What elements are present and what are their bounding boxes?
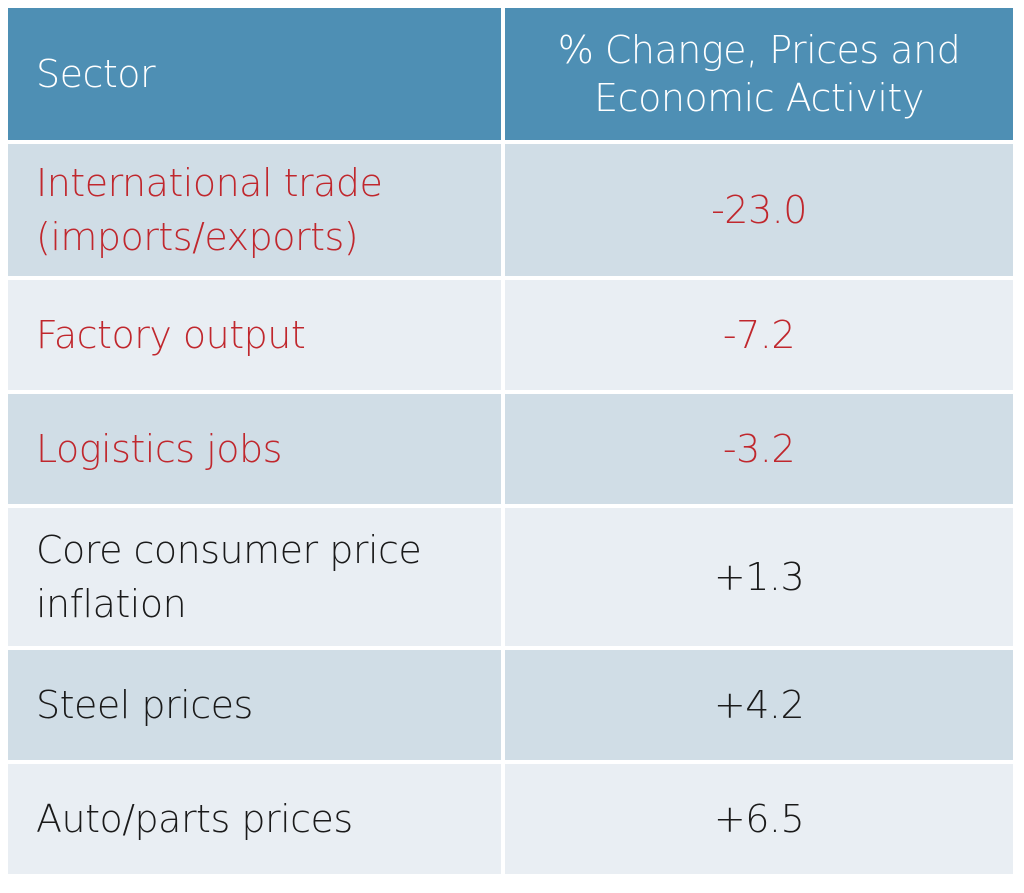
header-percent-change-line2: Economic Activity: [594, 76, 924, 120]
sector-label-line1: Steel prices: [36, 683, 253, 727]
sector-change-table: Sector % Change, Prices and Economic Act…: [4, 4, 1017, 878]
sector-label-line2: inflation: [36, 582, 187, 626]
sector-label-line1: Logistics jobs: [36, 427, 282, 471]
header-percent-change: % Change, Prices and Economic Activity: [505, 8, 1013, 140]
table-row: Auto/parts prices +6.5: [8, 764, 1013, 874]
table-header-row: Sector % Change, Prices and Economic Act…: [8, 8, 1013, 140]
sector-cell: Core consumer price inflation: [8, 508, 501, 646]
sector-cell: Steel prices: [8, 650, 501, 760]
change-value: -3.2: [505, 394, 1013, 504]
sector-label-line1: Core consumer price: [36, 528, 422, 572]
sector-cell: Auto/parts prices: [8, 764, 501, 874]
change-value: -7.2: [505, 280, 1013, 390]
sector-label-line1: Auto/parts prices: [36, 797, 353, 841]
sector-cell: International trade (imports/exports): [8, 144, 501, 276]
data-table-container: Sector % Change, Prices and Economic Act…: [4, 4, 1017, 878]
sector-label-line1: Factory output: [36, 313, 306, 357]
table-row: International trade (imports/exports) -2…: [8, 144, 1013, 276]
sector-cell: Logistics jobs: [8, 394, 501, 504]
sector-label-line2: (imports/exports): [36, 215, 359, 259]
change-value: +1.3: [505, 508, 1013, 646]
change-value: +6.5: [505, 764, 1013, 874]
table-row: Factory output -7.2: [8, 280, 1013, 390]
table-row: Steel prices +4.2: [8, 650, 1013, 760]
table-row: Logistics jobs -3.2: [8, 394, 1013, 504]
header-percent-change-line1: % Change, Prices and: [557, 28, 961, 72]
change-value: -23.0: [505, 144, 1013, 276]
header-sector: Sector: [8, 8, 501, 140]
change-value: +4.2: [505, 650, 1013, 760]
sector-label-line1: International trade: [36, 161, 383, 205]
table-row: Core consumer price inflation +1.3: [8, 508, 1013, 646]
sector-cell: Factory output: [8, 280, 501, 390]
